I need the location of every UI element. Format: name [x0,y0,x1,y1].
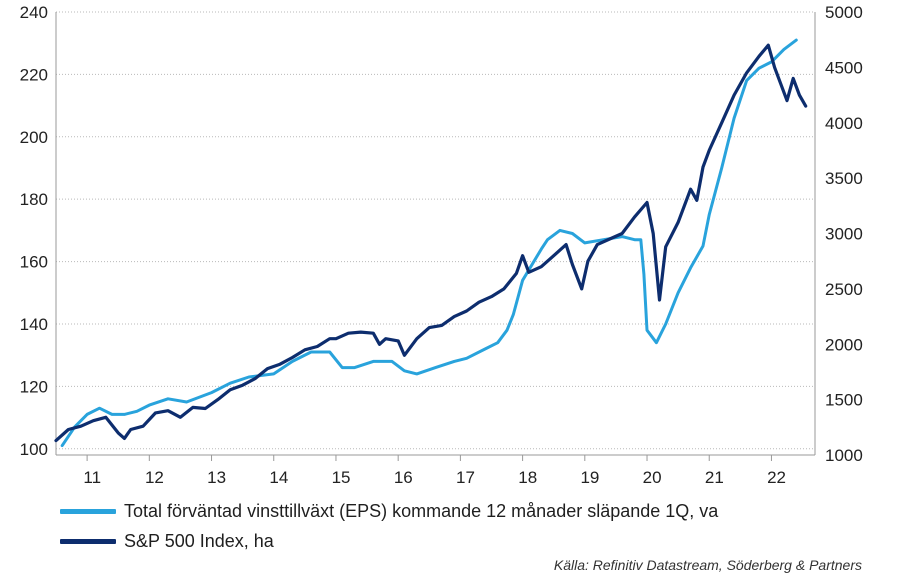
axes [55,12,816,461]
right-tick-label: 1500 [825,391,863,410]
x-tick-label: 15 [332,468,351,487]
series-line-eps [60,38,798,448]
x-tick-label: 11 [83,468,101,487]
right-tick-label: 2000 [825,335,863,354]
left-tick-label: 140 [20,315,48,334]
right-axis-ticks: 1000 1500 2000 2500 3000 3500 4000 4500 5000 [825,3,863,465]
right-tick-label: 5000 [825,3,863,22]
left-tick-label: 100 [20,440,48,459]
right-tick-label: 2500 [825,280,863,299]
legend-label-eps: Total förväntad vinsttillväxt (EPS) komm… [124,500,719,521]
left-tick-label: 220 [20,65,48,84]
left-tick-label: 180 [20,190,48,209]
x-tick-label: 17 [456,468,475,487]
right-tick-label: 4500 [825,58,863,77]
legend-item-sp500: S&P 500 Index, ha [60,526,718,556]
right-tick-label: 4000 [825,114,863,133]
right-tick-label: 3500 [825,169,863,188]
legend-swatch-sp500 [60,538,116,544]
x-tick-label: 21 [705,468,724,487]
x-tick-label: 18 [518,468,537,487]
legend-item-eps: Total förväntad vinsttillväxt (EPS) komm… [60,496,718,526]
series-line-sp500 [54,43,808,443]
source-note: Källa: Refinitiv Datastream, Söderberg &… [553,557,862,573]
gridlines [56,11,815,450]
x-tick-label: 19 [580,468,599,487]
x-tick-label: 14 [269,468,288,487]
x-axis-ticks: 11 12 13 14 15 16 17 18 19 20 21 22 [83,468,786,487]
left-tick-label: 120 [20,377,48,396]
left-tick-label: 240 [20,3,48,22]
left-axis-ticks: 100 120 140 160 180 200 220 240 [20,3,48,459]
line-chart: 100 120 140 160 180 200 220 240 1000 1500 2000 250… [20,3,863,487]
x-tick-label: 20 [643,468,662,487]
x-tick-label: 13 [207,468,226,487]
right-tick-label: 3000 [825,225,863,244]
legend-label-sp500: S&P 500 Index, ha [124,530,274,551]
left-tick-label: 160 [20,253,48,272]
x-tick-label: 16 [394,468,413,487]
series-lines [54,38,808,448]
left-tick-label: 200 [20,128,48,147]
x-tick-label: 12 [145,468,164,487]
legend-swatch-eps [60,508,116,514]
right-tick-label: 1000 [825,446,863,465]
legend: Total förväntad vinsttillväxt (EPS) komm… [60,496,718,556]
x-tick-label: 22 [767,468,786,487]
